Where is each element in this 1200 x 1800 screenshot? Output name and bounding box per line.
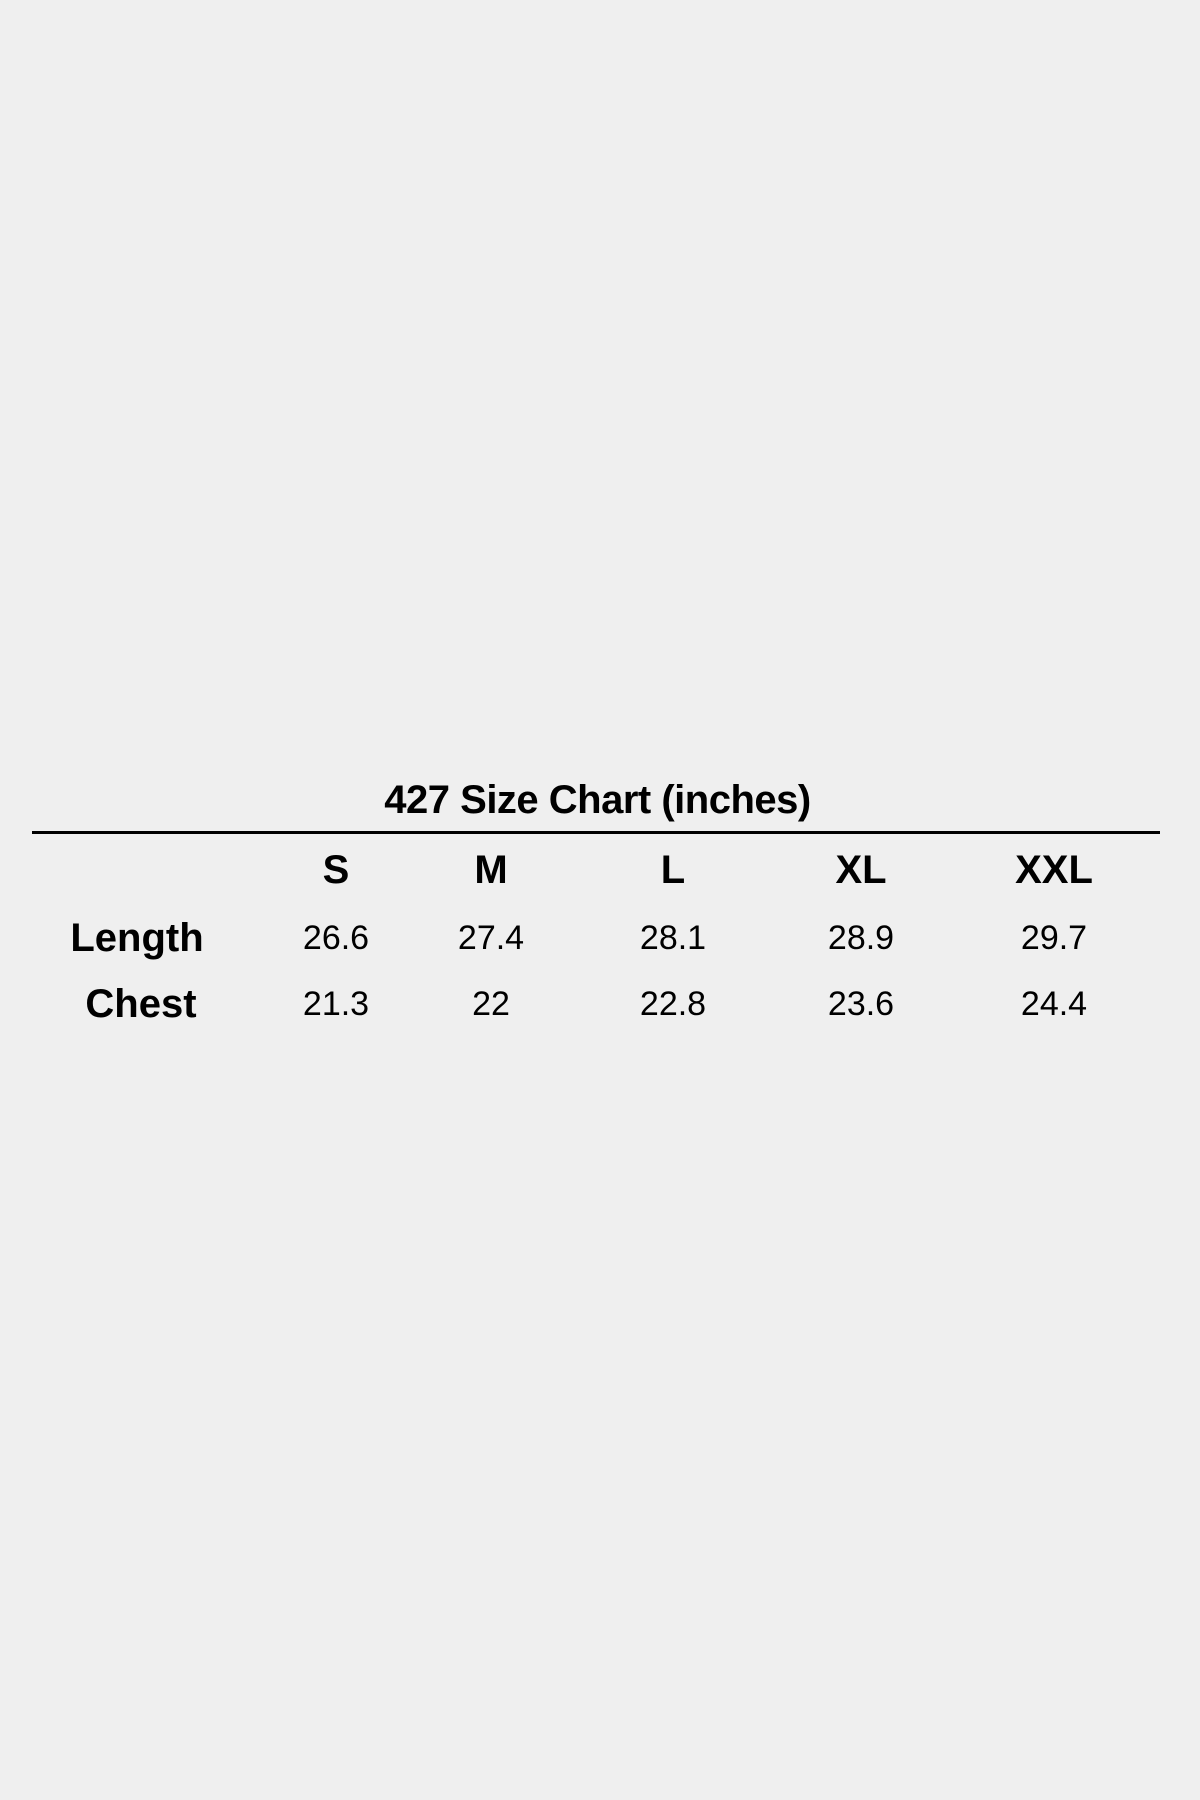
row-label-chest: Chest	[85, 982, 197, 1026]
table-cell: 28.1	[639, 919, 707, 957]
size-chart-title: 427 Size Chart (inches)	[384, 778, 811, 822]
table-cell: 27.4	[457, 919, 525, 957]
table-cell: 29.7	[1020, 919, 1088, 957]
column-header-xl: XL	[835, 848, 887, 892]
column-header-l: L	[660, 848, 686, 892]
table-cell: 22	[472, 985, 510, 1023]
table-cell: 24.4	[1020, 985, 1088, 1023]
title-divider	[32, 831, 1160, 834]
table-cell: 28.9	[827, 919, 895, 957]
table-cell: 22.8	[639, 985, 707, 1023]
row-label-length: Length	[70, 916, 204, 960]
table-cell: 23.6	[827, 985, 895, 1023]
table-cell: 21.3	[302, 985, 370, 1023]
table-cell: 26.6	[302, 919, 370, 957]
column-header-xxl: XXL	[1015, 848, 1093, 892]
column-header-m: M	[474, 848, 508, 892]
column-header-s: S	[322, 848, 350, 892]
